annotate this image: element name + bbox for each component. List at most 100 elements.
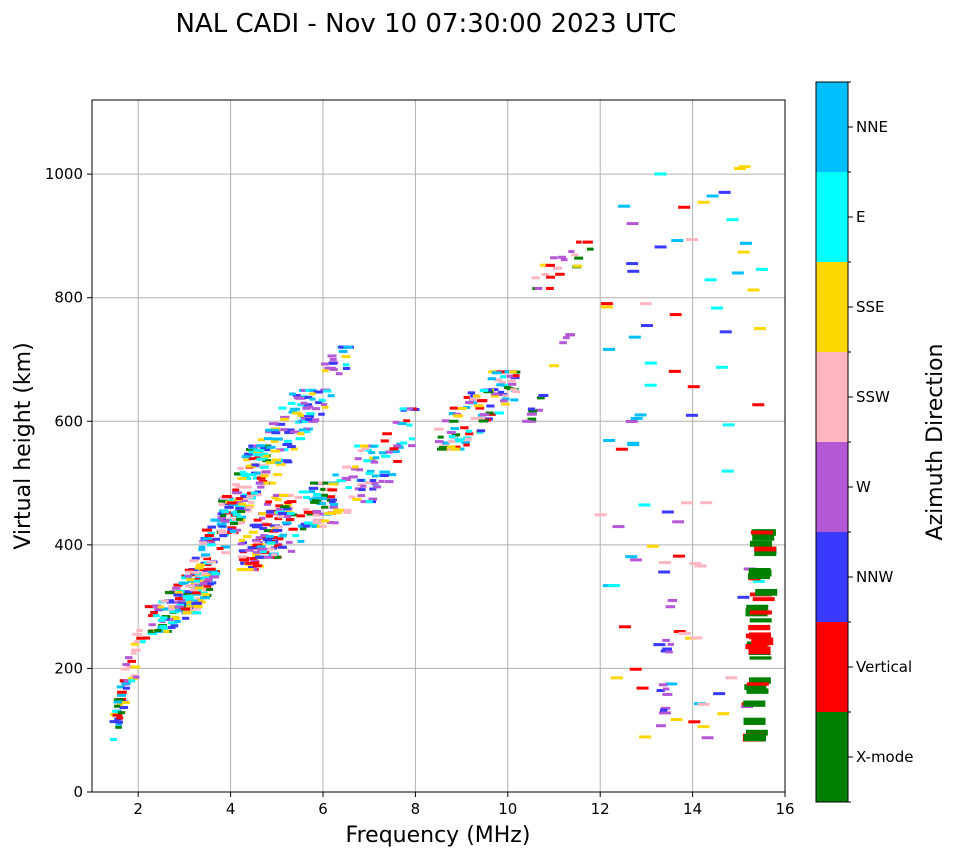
echo-mark-w xyxy=(172,586,181,590)
echo-mark-nne xyxy=(217,522,227,526)
echo-mark-sse xyxy=(258,512,267,516)
echo-mark-sse xyxy=(185,578,195,582)
echo-mark-sse xyxy=(238,502,247,506)
echo-mark-nne xyxy=(370,444,378,448)
echo-mark-x-mode xyxy=(744,684,767,690)
echo-mark-nnw xyxy=(275,422,286,426)
echo-mark-sse xyxy=(174,590,183,594)
echo-mark-w xyxy=(550,256,558,260)
echo-mark-w xyxy=(133,675,140,679)
echo-mark-nne xyxy=(501,397,510,401)
echo-mark-nnw xyxy=(358,488,366,492)
echo-mark-ssw xyxy=(189,559,199,563)
echo-mark-nnw xyxy=(178,602,189,606)
echo-mark-w xyxy=(371,482,379,486)
echo-mark-ssw xyxy=(509,388,518,392)
echo-mark-w xyxy=(174,605,185,609)
echo-mark-vertical xyxy=(225,531,232,534)
echo-mark-sse xyxy=(243,458,250,462)
echo-mark-vertical xyxy=(393,459,402,463)
echo-mark-x-mode xyxy=(236,509,246,513)
echo-mark-nnw xyxy=(277,545,287,549)
echo-mark-e xyxy=(448,435,456,439)
echo-mark-ssw xyxy=(508,379,516,383)
echo-mark-e xyxy=(207,543,216,547)
echo-mark-ssw xyxy=(594,513,607,517)
echo-mark-w xyxy=(566,333,575,337)
grid-lines xyxy=(92,100,785,793)
echo-mark-ssw xyxy=(465,437,472,441)
echo-mark-w xyxy=(665,605,676,609)
echo-mark-e xyxy=(194,611,202,615)
echo-mark-nnw xyxy=(122,686,130,690)
echo-mark-sse xyxy=(245,568,254,572)
echo-mark-vertical xyxy=(678,205,691,209)
echo-mark-sse xyxy=(265,461,275,465)
echo-mark-sse xyxy=(184,609,193,613)
echo-mark-ssw xyxy=(357,449,365,453)
echo-mark-e xyxy=(345,486,352,490)
echo-mark-nne xyxy=(368,451,376,455)
echo-mark-sse xyxy=(159,629,170,633)
echo-mark-ssw xyxy=(680,501,693,505)
echo-mark-nnw xyxy=(486,404,495,408)
echo-mark-nne xyxy=(241,455,250,459)
echo-mark-x-mode xyxy=(483,390,494,394)
echo-mark-w xyxy=(335,372,343,376)
echo-mark-ssw xyxy=(235,485,244,489)
echo-mark-sse xyxy=(733,167,746,171)
echo-mark-e xyxy=(704,278,717,282)
echo-mark-w xyxy=(285,540,293,544)
echo-mark-e xyxy=(248,450,256,454)
x-tick-label: 16 xyxy=(775,800,794,818)
echo-mark-nnw xyxy=(640,324,653,328)
echo-mark-nne xyxy=(450,427,460,431)
echo-mark-e xyxy=(313,492,322,496)
echo-mark-vertical xyxy=(203,584,212,588)
echo-mark-nnw xyxy=(265,510,275,514)
echo-mark-w xyxy=(329,357,337,361)
echo-mark-nnw xyxy=(304,415,314,419)
echo-mark-vertical xyxy=(265,500,273,504)
echo-mark-w xyxy=(300,401,308,405)
echo-mark-sse xyxy=(280,417,289,421)
echo-mark-nnw xyxy=(654,245,667,249)
echo-mark-sse xyxy=(717,712,730,716)
echo-mark-w xyxy=(568,250,575,254)
echo-mark-sse xyxy=(273,473,282,477)
echo-mark-nnw xyxy=(659,708,668,712)
echo-mark-sse xyxy=(116,703,123,707)
echo-mark-w xyxy=(625,419,638,423)
echo-mark-nne xyxy=(290,407,301,411)
echo-mark-nne xyxy=(312,496,323,500)
echo-mark-vertical xyxy=(748,646,771,655)
echo-mark-w xyxy=(293,396,303,400)
echo-mark-ssw xyxy=(477,416,486,420)
echo-mark-ssw xyxy=(246,495,254,499)
echo-mark-e xyxy=(241,474,250,478)
echo-mark-nne xyxy=(706,194,719,198)
echo-mark-e xyxy=(254,448,265,452)
echo-mark-e xyxy=(160,626,168,630)
echo-mark-e xyxy=(232,510,240,514)
echo-mark-vertical xyxy=(746,682,769,686)
echo-mark-vertical xyxy=(749,610,772,615)
echo-mark-sse xyxy=(186,604,197,608)
echo-mark-w xyxy=(225,496,234,500)
echo-mark-w xyxy=(351,467,359,471)
echo-mark-sse xyxy=(261,454,270,458)
y-axis-ticks: 0 200 400 600 800 1000 xyxy=(45,165,92,801)
echo-mark-nnw xyxy=(251,463,260,467)
echo-mark-sse xyxy=(321,405,329,409)
echo-mark-nne xyxy=(396,442,403,446)
echo-mark-nne xyxy=(207,569,218,573)
echo-mark-nnw xyxy=(238,549,247,553)
echo-mark-e xyxy=(381,454,391,458)
echo-mark-nne xyxy=(299,428,307,432)
x-tick-label: 10 xyxy=(498,800,517,818)
echo-mark-w xyxy=(360,484,367,488)
echo-mark-w xyxy=(313,510,321,514)
echo-mark-vertical xyxy=(752,403,765,407)
echo-mark-x-mode xyxy=(321,493,329,497)
echo-mark-nnw xyxy=(272,528,283,532)
